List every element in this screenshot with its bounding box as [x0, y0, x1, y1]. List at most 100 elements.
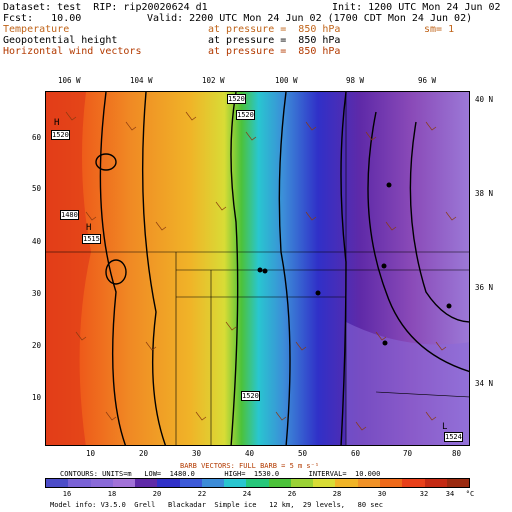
colorbar-swatch-2 [90, 479, 113, 487]
colorbar-swatch-10 [268, 479, 291, 487]
left-tick-30: 30 [32, 289, 42, 298]
barb-15 [145, 341, 157, 351]
field-level-temperature: at pressure = 850 hPa [208, 24, 341, 35]
lat-label-40n: 40 N [475, 95, 494, 104]
colorbar-swatch-17 [424, 479, 447, 487]
barb-4 [245, 131, 257, 141]
field-level-wind: at pressure = 850 hPa [208, 46, 341, 57]
contour-label-2: 1520 [236, 110, 255, 120]
colorbar-label-20: 20 [152, 490, 162, 498]
barb-16 [225, 321, 237, 331]
colorbar-label-34: 34 [445, 490, 455, 498]
bottom-tick-80: 80 [452, 449, 462, 458]
colorbar-swatch-3 [112, 479, 136, 487]
field-name-temperature: Temperature [3, 24, 70, 35]
colorbar-swatch-16 [402, 479, 425, 487]
contour-4 [99, 92, 127, 445]
contour-7 [409, 121, 469, 323]
barb-23 [355, 421, 367, 431]
bottom-tick-50: 50 [298, 449, 308, 458]
contour-9 [105, 259, 127, 285]
left-tick-60: 60 [32, 133, 42, 142]
colorbar-label-22: 22 [197, 490, 207, 498]
bottom-tick-20: 20 [139, 449, 149, 458]
cool-region-lower-right [346, 322, 469, 445]
barb-2 [125, 121, 137, 131]
colorbar-swatch-6 [179, 479, 202, 487]
station-dots [257, 182, 452, 346]
barb-1 [65, 111, 77, 121]
barb-14 [75, 331, 87, 341]
lon-label-106w: 106 W [58, 76, 81, 85]
barb-7 [425, 121, 437, 131]
station-dot-6 [382, 340, 388, 346]
colorbar-swatch-5 [157, 479, 180, 487]
colorbar-swatch-18 [446, 479, 470, 487]
contours-line: CONTOURS: UNITS=m LOW= 1480.0 HIGH= 1530… [60, 470, 381, 478]
colorbar-swatch-0 [46, 479, 69, 487]
contour-1 [230, 92, 239, 445]
barb-3 [185, 111, 197, 121]
temperature-colorbar [45, 478, 470, 488]
colorbar-swatch-9 [246, 479, 269, 487]
contour-3 [340, 92, 347, 445]
init-line: Init: 1200 UTC Mon 24 Jun 02 [332, 2, 501, 13]
lat-label-36n: 36 N [475, 283, 494, 292]
temperature-map: 1520 1520 1520 1480 1515 1520 1524 H H L [45, 91, 470, 446]
lon-label-100w: 100 W [275, 76, 298, 85]
colorbar-label-30: 30 [377, 490, 387, 498]
barb-11 [305, 211, 317, 221]
station-dot-2 [381, 263, 387, 269]
lon-label-98w: 98 W [346, 76, 365, 85]
colorbar-swatch-13 [335, 479, 358, 487]
height-contours [95, 92, 469, 445]
field-name-height: Geopotential height [3, 35, 118, 46]
lon-label-104w: 104 W [130, 76, 153, 85]
contour-label-1: 1520 [227, 94, 246, 104]
high-marker-1: H [54, 118, 60, 128]
colorbar-swatch-12 [313, 479, 336, 487]
barb-20 [105, 411, 117, 421]
low-marker: L [442, 422, 448, 432]
fcst-line: Fcst: 10.00 [3, 13, 82, 24]
field-smoothing: sm= 1 [424, 24, 455, 35]
colorbar-unit: °C [465, 490, 475, 498]
barb-24 [425, 411, 437, 421]
barb-vectors-line: BARB VECTORS: FULL BARB = 5 m s⁻¹ [180, 462, 320, 470]
model-info: Model info: V3.5.0 Grell Blackadar Simpl… [50, 501, 383, 509]
station-dot-4 [257, 267, 263, 273]
colorbar-label-28: 28 [332, 490, 342, 498]
colorbar-swatch-15 [379, 479, 403, 487]
contour-5 [141, 92, 167, 445]
left-tick-40: 40 [32, 237, 42, 246]
barb-10 [215, 201, 227, 211]
contour-label-5: 1515 [82, 234, 101, 244]
bottom-tick-30: 30 [192, 449, 202, 458]
barb-22 [275, 411, 287, 421]
left-tick-50: 50 [32, 184, 42, 193]
barb-21 [195, 411, 207, 421]
valid-line: Valid: 2200 UTC Mon 24 Jun 02 (1700 CDT … [147, 13, 473, 24]
lat-label-34n: 34 N [475, 379, 494, 388]
colorbar-label-26: 26 [287, 490, 297, 498]
station-dot-7 [446, 303, 452, 309]
wind-barbs [65, 111, 457, 431]
lat-label-38n: 38 N [475, 189, 494, 198]
colorbar-label-32: 32 [419, 490, 429, 498]
lon-label-102w: 102 W [202, 76, 225, 85]
barb-18 [375, 331, 387, 341]
high-marker-2: H [86, 223, 92, 233]
barb-9 [155, 221, 167, 231]
contour-label-4: 1480 [60, 210, 79, 220]
colorbar-label-18: 18 [107, 490, 117, 498]
barb-6 [365, 131, 377, 141]
colorbar-swatch-11 [290, 479, 314, 487]
barb-19 [435, 341, 447, 351]
bottom-tick-40: 40 [245, 449, 255, 458]
contour-label-3: 1520 [51, 130, 70, 140]
barb-5 [305, 121, 317, 131]
bottom-tick-60: 60 [351, 449, 361, 458]
bottom-tick-10: 10 [86, 449, 96, 458]
station-dot-1 [386, 182, 392, 188]
map-svg [46, 92, 469, 445]
